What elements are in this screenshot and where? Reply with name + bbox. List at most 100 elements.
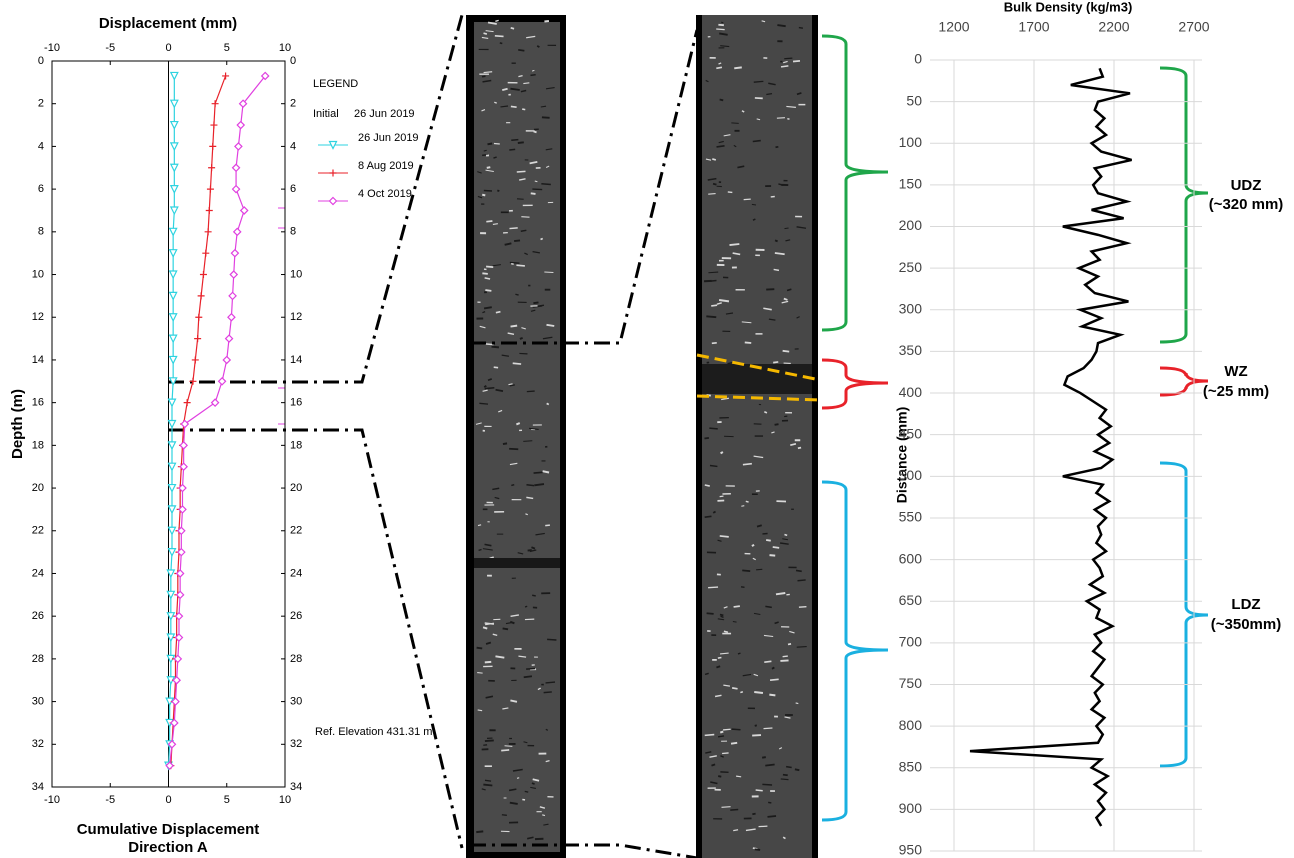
core-texture	[711, 764, 715, 765]
core-texture	[506, 623, 511, 624]
core-texture	[784, 535, 787, 536]
y-tick-label: 26	[32, 610, 44, 622]
y-tick-label: 700	[899, 634, 923, 650]
marker	[194, 335, 201, 342]
core-texture	[775, 424, 779, 425]
legend-initial-label: Initial	[313, 108, 339, 120]
y-tick-label: 0	[914, 51, 922, 67]
bracket	[1160, 368, 1208, 395]
marker	[170, 292, 177, 299]
core-texture	[531, 75, 536, 76]
connector	[168, 430, 462, 848]
annotation: (~350mm)	[1211, 616, 1281, 633]
legend-label: 8 Aug 2019	[358, 160, 414, 172]
core-texture	[732, 688, 737, 689]
core-texture	[718, 736, 724, 737]
core-texture	[534, 472, 543, 473]
legend-initial-date: 26 Jun 2019	[354, 108, 415, 120]
core-texture	[799, 28, 803, 29]
core-texture	[487, 144, 492, 145]
core-texture	[523, 83, 529, 84]
core-texture	[525, 791, 528, 792]
marker	[168, 506, 175, 513]
core-texture	[527, 391, 535, 392]
marker	[330, 198, 337, 205]
core-texture	[511, 140, 518, 141]
marker	[168, 527, 175, 534]
y-tick-label: 450	[899, 425, 923, 441]
core-texture	[788, 644, 791, 645]
marker	[200, 271, 207, 278]
y-tick-label: 28	[290, 653, 302, 665]
core-texture	[477, 648, 483, 649]
y-tick-label: 16	[290, 397, 302, 409]
core-texture	[728, 192, 733, 193]
core-texture	[535, 181, 538, 182]
marker	[233, 186, 240, 193]
core-texture	[744, 199, 751, 200]
marker	[195, 314, 202, 321]
legend-label: 26 Jun 2019	[358, 132, 419, 144]
x-tick-label: 1700	[1018, 19, 1049, 35]
core-texture	[721, 22, 723, 23]
annotation: Ref. Elevation 431.31 m	[315, 726, 432, 738]
marker	[170, 335, 177, 342]
x-tick-label: 5	[224, 42, 230, 54]
core-texture	[796, 570, 802, 571]
core-texture	[777, 118, 785, 119]
core-body	[474, 22, 560, 852]
core-texture	[483, 627, 487, 628]
core-texture	[752, 204, 756, 205]
core-texture	[546, 325, 554, 326]
core-texture	[745, 342, 751, 343]
core-texture	[746, 501, 749, 502]
marker	[241, 207, 248, 214]
core-texture	[510, 262, 520, 263]
core-texture	[757, 525, 762, 526]
connector	[168, 15, 462, 382]
y-tick-label: 26	[290, 610, 302, 622]
core-texture	[547, 639, 556, 640]
core-texture	[793, 61, 800, 62]
core-texture	[732, 729, 741, 730]
core-texture	[477, 673, 482, 674]
core-texture	[775, 240, 778, 241]
y-tick-label: 2	[290, 98, 296, 110]
marker	[226, 335, 233, 342]
core-texture	[742, 570, 750, 571]
core-texture	[478, 525, 481, 526]
marker	[170, 250, 177, 257]
core-texture	[474, 558, 560, 568]
core-texture	[731, 123, 738, 124]
core-texture	[486, 221, 492, 222]
marker	[171, 143, 178, 150]
y-tick-label: 34	[32, 781, 44, 793]
core-texture	[515, 294, 518, 295]
core-texture	[762, 757, 766, 758]
core-texture	[495, 36, 504, 37]
annotation: WZ	[1224, 363, 1247, 380]
marker	[170, 228, 177, 235]
x-tick-label: 0	[165, 794, 171, 806]
x-tick-label: 2200	[1098, 19, 1129, 35]
core-texture	[484, 72, 493, 73]
core-texture	[720, 732, 723, 733]
marker	[234, 228, 241, 235]
core-texture	[542, 117, 550, 118]
core-texture	[516, 265, 524, 266]
y-tick-label: 750	[899, 675, 923, 691]
y-tick-label: 30	[290, 695, 302, 707]
core-texture	[742, 111, 744, 112]
core-texture	[482, 76, 485, 77]
x-axis-label: Direction A	[128, 839, 208, 856]
core-texture	[541, 238, 543, 239]
x-tick-label: -10	[44, 794, 60, 806]
core-texture	[513, 363, 521, 364]
core-texture	[502, 815, 507, 816]
core-texture	[754, 81, 764, 82]
core-texture	[484, 33, 487, 34]
core-texture	[713, 512, 715, 513]
brackets	[822, 36, 1208, 820]
core-texture	[729, 244, 739, 245]
y-tick-label: 300	[899, 300, 923, 316]
